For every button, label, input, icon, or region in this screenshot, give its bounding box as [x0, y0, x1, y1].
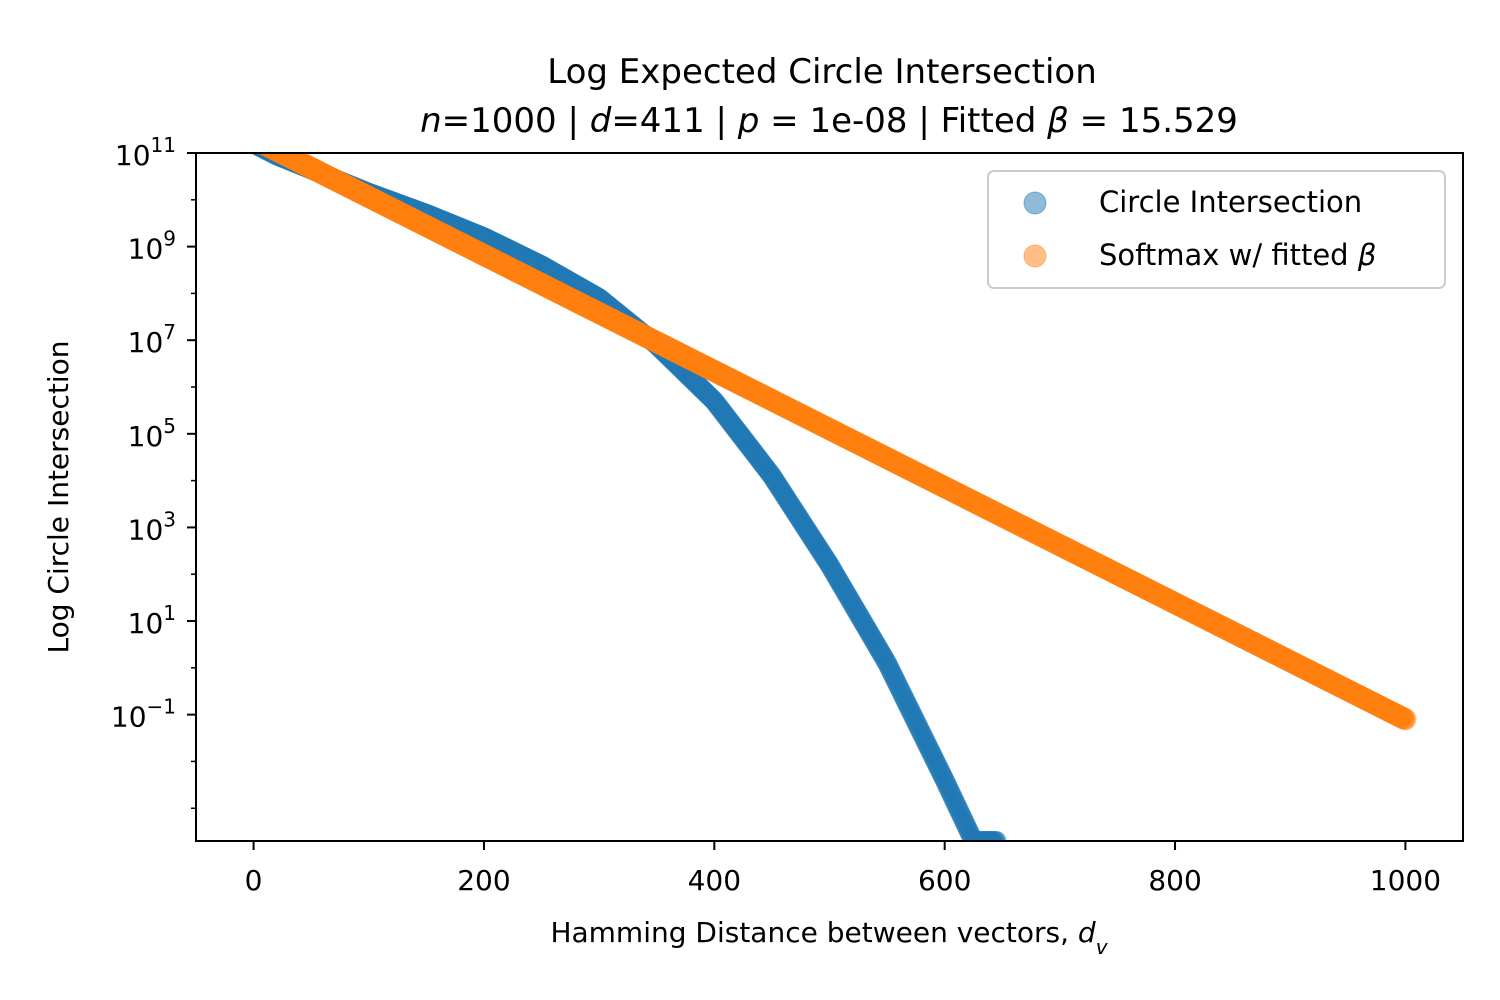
x-tick-label: 1000 [1370, 864, 1441, 897]
y-tick-label: 109 [128, 227, 176, 266]
legend-marker-circle-intersection [1023, 191, 1047, 215]
y-tick-label: 105 [128, 414, 176, 453]
x-tick-label: 400 [688, 864, 741, 897]
y-tick-label: 1011 [115, 133, 176, 172]
y-tick-label: 103 [128, 507, 176, 546]
point-softmax-fitted [243, 128, 265, 150]
legend: Circle Intersection Softmax w/ fitted β [987, 170, 1446, 289]
x-tick-label: 800 [1148, 864, 1201, 897]
point-circle-intersection [250, 153, 258, 154]
x-tick-label: 600 [918, 864, 971, 897]
point-circle-intersection [250, 153, 262, 155]
point-circle-intersection [986, 831, 1007, 841]
point-softmax-fitted [247, 130, 269, 152]
y-axis-label: Log Circle Intersection [42, 340, 75, 653]
x-tick-label: 0 [245, 864, 263, 897]
chart-title: Log Expected Circle Intersection [547, 52, 1097, 92]
point-softmax-fitted [257, 153, 267, 155]
series-softmax-fitted [243, 128, 1417, 731]
series-circle-intersection [249, 153, 1007, 841]
x-axis-label: Hamming Distance between vectors, dv [550, 916, 1108, 959]
point-circle-intersection [249, 153, 260, 155]
series-layer [243, 128, 1417, 841]
point-softmax-fitted [244, 129, 266, 151]
legend-box [987, 170, 1446, 289]
point-softmax-fitted [248, 131, 270, 153]
x-axis: 0 200 400 600 800 1000 [245, 841, 1441, 897]
point-softmax-fitted [1394, 708, 1417, 731]
legend-label-softmax: Softmax w/ fitted β [1099, 238, 1376, 272]
point-softmax-fitted [246, 130, 268, 152]
plot-frame [195, 152, 1464, 842]
point-softmax-fitted [257, 153, 264, 154]
chart-subtitle: n=1000 | d=411 | p = 1e-08 | Fitted β = … [420, 101, 1238, 141]
legend-marker-softmax [1023, 244, 1047, 268]
point-softmax-fitted [245, 129, 267, 151]
x-tick-label: 200 [457, 864, 510, 897]
y-tick-label: 107 [128, 320, 176, 359]
y-tick-label: 101 [128, 601, 176, 640]
y-tick-label: 10−1 [111, 695, 176, 734]
point-softmax-fitted [257, 153, 269, 155]
legend-label-circle-intersection: Circle Intersection [1099, 185, 1362, 219]
point-softmax-fitted [257, 153, 271, 156]
y-axis: 1011 109 107 105 103 101 10−1 [111, 133, 196, 809]
